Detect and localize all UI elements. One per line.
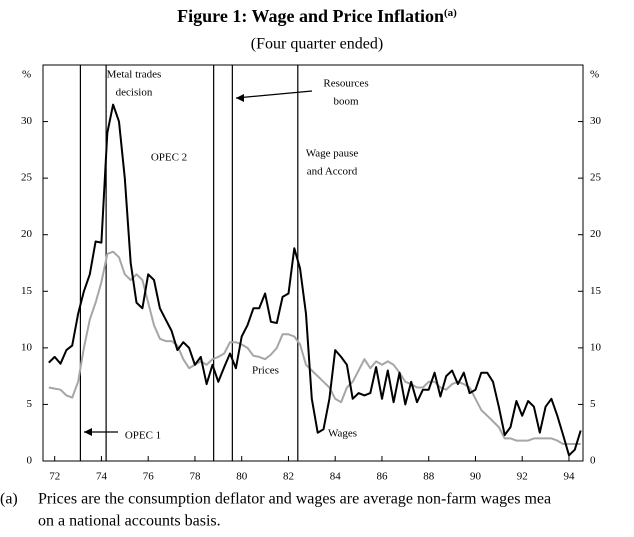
y-tick-label-right: 20 xyxy=(590,228,602,240)
x-tick-label: 76 xyxy=(143,471,155,483)
series-label: Prices xyxy=(252,365,279,377)
chart-subtitle: (Four quarter ended) xyxy=(251,36,383,53)
y-tick-label: 15 xyxy=(21,285,33,297)
y-tick-label: 5 xyxy=(27,398,33,410)
y-tick-label: 10 xyxy=(21,341,33,353)
arrow-head xyxy=(84,428,92,436)
arrow-line xyxy=(235,90,313,99)
x-tick-label: 92 xyxy=(517,471,528,483)
y-tick-label-right: 15 xyxy=(590,285,602,297)
x-tick-label: 88 xyxy=(423,471,435,483)
x-tick-label: 94 xyxy=(563,471,575,483)
y-tick-label: 30 xyxy=(21,115,33,127)
x-tick-label: 78 xyxy=(189,471,201,483)
arrow-head xyxy=(236,94,244,102)
annotation: Metal trades xyxy=(107,69,162,81)
series-label: Wages xyxy=(328,428,357,440)
y-tick-label: 0 xyxy=(27,455,33,467)
x-tick-label: 80 xyxy=(236,471,248,483)
x-tick-label: 82 xyxy=(283,471,294,483)
y-tick-label-right: 30 xyxy=(590,115,602,127)
annotation: and Accord xyxy=(307,166,358,178)
annotation: Wage pause xyxy=(306,148,359,160)
x-tick-label: 90 xyxy=(470,471,482,483)
series-line xyxy=(48,250,581,445)
y-tick-label-right: 0 xyxy=(590,455,596,467)
y-unit-right: % xyxy=(590,69,599,81)
series-line xyxy=(48,103,582,457)
title-text: Figure 1: Wage and Price Inflation xyxy=(177,6,444,26)
y-tick-label: 25 xyxy=(21,172,33,184)
x-tick-label: 74 xyxy=(96,471,108,483)
plot-frame xyxy=(42,64,584,462)
annotation: decision xyxy=(116,87,153,99)
annotation: OPEC 2 xyxy=(151,152,187,164)
y-tick-label: 20 xyxy=(21,228,33,240)
x-tick-label: 86 xyxy=(376,471,388,483)
footnote-line: Prices are the consumption deflator and … xyxy=(38,491,551,508)
y-tick-label-right: 25 xyxy=(590,172,602,184)
y-unit-left: % xyxy=(22,69,31,81)
y-tick-label-right: 5 xyxy=(590,398,596,410)
annotation: OPEC 1 xyxy=(125,430,161,442)
footnote-line: on a national accounts basis. xyxy=(38,513,221,530)
x-tick-label: 72 xyxy=(49,471,60,483)
title-note: (a) xyxy=(444,7,457,19)
y-tick-label-right: 10 xyxy=(590,341,602,353)
annotation: Resources xyxy=(323,78,368,90)
chart-title: Figure 1: Wage and Price Inflation(a) xyxy=(177,6,457,26)
x-tick-label: 84 xyxy=(330,471,342,483)
footnote-marker: (a) xyxy=(0,491,18,508)
annotation: boom xyxy=(333,96,359,108)
